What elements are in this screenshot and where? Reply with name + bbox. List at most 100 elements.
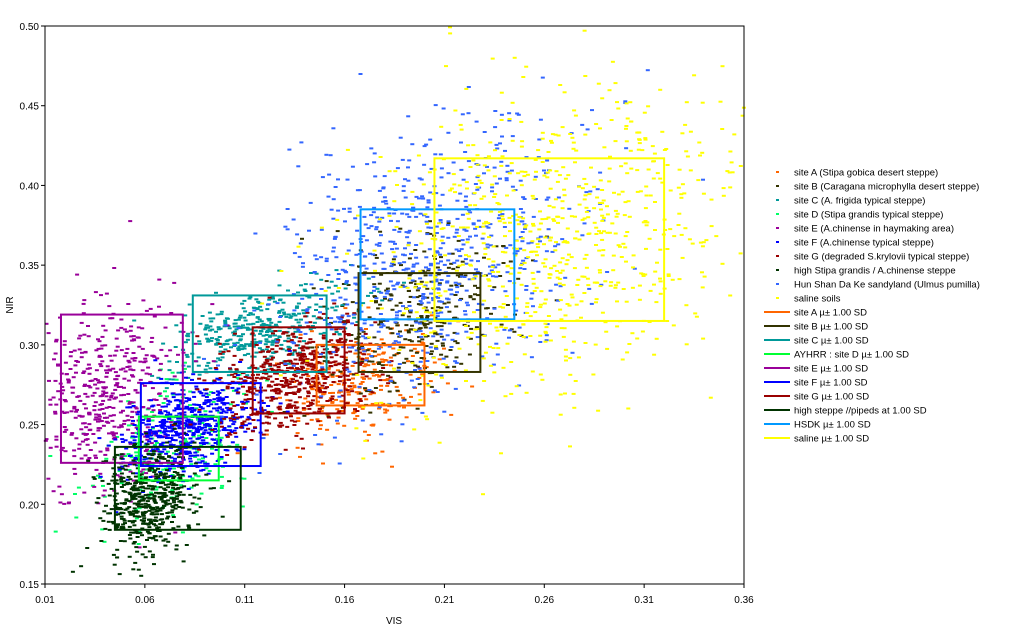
data-point — [354, 253, 359, 256]
data-point — [150, 469, 155, 472]
data-point — [373, 355, 378, 358]
data-point — [203, 462, 208, 465]
data-point — [600, 97, 605, 100]
data-point — [563, 392, 567, 395]
data-point — [153, 516, 158, 519]
data-point — [150, 411, 155, 413]
data-point — [391, 258, 396, 261]
data-point — [520, 140, 525, 143]
data-point — [476, 328, 481, 330]
data-point — [548, 239, 553, 242]
data-point — [437, 283, 442, 286]
data-point — [501, 245, 506, 248]
data-point — [107, 406, 112, 408]
data-point — [327, 351, 332, 354]
data-point — [271, 297, 275, 300]
data-point — [646, 168, 651, 171]
data-point — [69, 433, 74, 436]
data-point — [385, 320, 390, 322]
data-point — [279, 380, 284, 382]
data-point — [208, 410, 213, 413]
data-point — [141, 482, 146, 484]
data-point — [482, 164, 487, 167]
data-point — [493, 193, 498, 196]
data-point — [242, 448, 247, 451]
data-point — [220, 352, 225, 355]
data-point — [377, 374, 382, 377]
data-point — [178, 460, 183, 463]
data-point — [630, 286, 635, 289]
data-point — [406, 231, 411, 234]
data-point — [223, 348, 228, 351]
data-point — [538, 334, 543, 337]
data-point — [351, 377, 355, 380]
data-point — [69, 410, 74, 413]
data-point — [251, 419, 256, 421]
data-point — [138, 486, 143, 489]
data-point — [362, 395, 367, 398]
data-point — [194, 510, 199, 513]
data-point — [448, 349, 453, 351]
data-point — [446, 301, 451, 304]
series-points-7 — [70, 422, 232, 577]
data-point — [234, 417, 239, 420]
data-point — [72, 455, 77, 458]
data-point — [233, 432, 238, 435]
data-point — [624, 140, 629, 143]
data-point — [174, 492, 179, 495]
data-point — [309, 418, 314, 421]
x-tick-label: 0.31 — [634, 595, 654, 606]
data-point — [530, 240, 535, 243]
data-point — [117, 454, 122, 457]
data-point — [292, 350, 297, 353]
data-point — [439, 256, 443, 259]
data-point — [256, 300, 261, 303]
data-point — [131, 568, 136, 571]
data-point — [417, 367, 422, 370]
data-point — [417, 177, 422, 180]
legend-item: HSDK µ± 1.00 SD — [764, 420, 871, 431]
data-point — [348, 339, 353, 342]
data-point — [188, 493, 193, 496]
data-point — [616, 281, 621, 284]
data-point — [118, 411, 123, 414]
data-point — [519, 120, 524, 123]
data-point — [516, 277, 521, 280]
y-tick-label: 0.20 — [20, 500, 40, 511]
data-point — [285, 228, 290, 231]
data-point — [488, 244, 493, 247]
data-point — [409, 395, 413, 398]
data-point — [298, 333, 303, 336]
data-point — [107, 432, 111, 435]
data-point — [341, 321, 346, 324]
data-point — [600, 254, 605, 257]
data-point — [284, 381, 289, 384]
data-point — [261, 433, 266, 436]
data-point — [166, 540, 171, 543]
data-point — [176, 487, 180, 490]
data-point — [147, 469, 152, 472]
data-point — [395, 324, 400, 327]
data-point — [413, 249, 418, 251]
data-point — [468, 211, 473, 214]
data-point — [165, 469, 169, 472]
data-point — [91, 433, 96, 435]
data-point — [400, 284, 405, 287]
data-point — [198, 322, 203, 325]
data-point — [293, 409, 298, 412]
data-point — [177, 493, 182, 496]
data-point — [392, 212, 397, 215]
data-point — [334, 349, 339, 352]
data-point — [456, 235, 461, 237]
data-point — [115, 548, 120, 551]
data-point — [350, 364, 355, 367]
data-point — [424, 256, 429, 259]
data-point — [339, 355, 344, 358]
data-point — [119, 394, 124, 397]
data-point — [231, 423, 236, 426]
data-point — [183, 361, 187, 364]
data-point — [227, 409, 232, 411]
data-point — [414, 283, 419, 286]
data-point — [464, 195, 468, 198]
data-point — [303, 283, 308, 286]
